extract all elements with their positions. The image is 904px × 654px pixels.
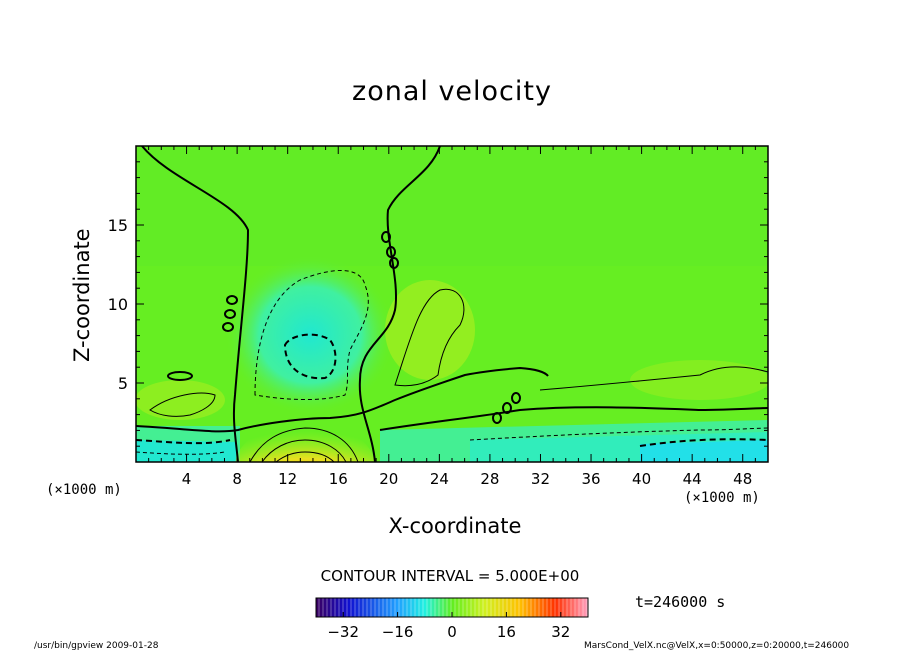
x-axis-label: X-coordinate <box>388 514 522 538</box>
colorbar-tick-label: 0 <box>447 623 457 641</box>
y-axis-label: Z-coordinate <box>70 228 94 362</box>
x-tick-label: 48 <box>733 470 752 488</box>
contour-field <box>136 146 768 462</box>
chart-title: zonal velocity <box>352 76 552 107</box>
x-unit-right: (×1000 m) <box>684 490 760 506</box>
x-tick-label: 28 <box>480 470 499 488</box>
contour-interval-label: CONTOUR INTERVAL = 5.000E+00 <box>320 567 580 585</box>
x-tick-label: 36 <box>581 470 600 488</box>
y-axis-ticks: 5 10 15 <box>108 161 768 447</box>
x-unit-left: (×1000 m) <box>46 482 122 498</box>
y-tick-label: 15 <box>108 216 128 235</box>
colorbar-tick-label: 16 <box>497 623 516 641</box>
colorbar-stripes <box>318 598 588 617</box>
colorbar <box>316 598 588 617</box>
time-annotation: t=246000 s <box>635 593 726 611</box>
x-tick-label: 32 <box>531 470 550 488</box>
footer-right: MarsCond_VelX.nc@VelX,x=0:50000,z=0:2000… <box>584 641 850 651</box>
x-tick-label: 8 <box>232 470 242 488</box>
colorbar-tick-label: −16 <box>382 623 414 641</box>
colorbar-tick-label: −32 <box>327 623 359 641</box>
x-axis-ticks: 4 8 12 16 20 24 28 32 36 40 44 48 <box>148 146 756 488</box>
x-tick-label: 12 <box>278 470 297 488</box>
x-tick-label: 4 <box>182 470 192 488</box>
colorbar-ticks: −32 −16 0 16 32 <box>327 612 570 641</box>
x-tick-label: 24 <box>430 470 449 488</box>
y-tick-label: 10 <box>108 295 128 314</box>
x-tick-label: 16 <box>329 470 348 488</box>
y-tick-label: 5 <box>118 374 128 393</box>
x-tick-label: 40 <box>632 470 651 488</box>
x-tick-label: 20 <box>379 470 398 488</box>
colorbar-tick-label: 32 <box>551 623 570 641</box>
footer-left: /usr/bin/gpview 2009-01-28 <box>34 641 159 651</box>
x-tick-label: 44 <box>683 470 702 488</box>
